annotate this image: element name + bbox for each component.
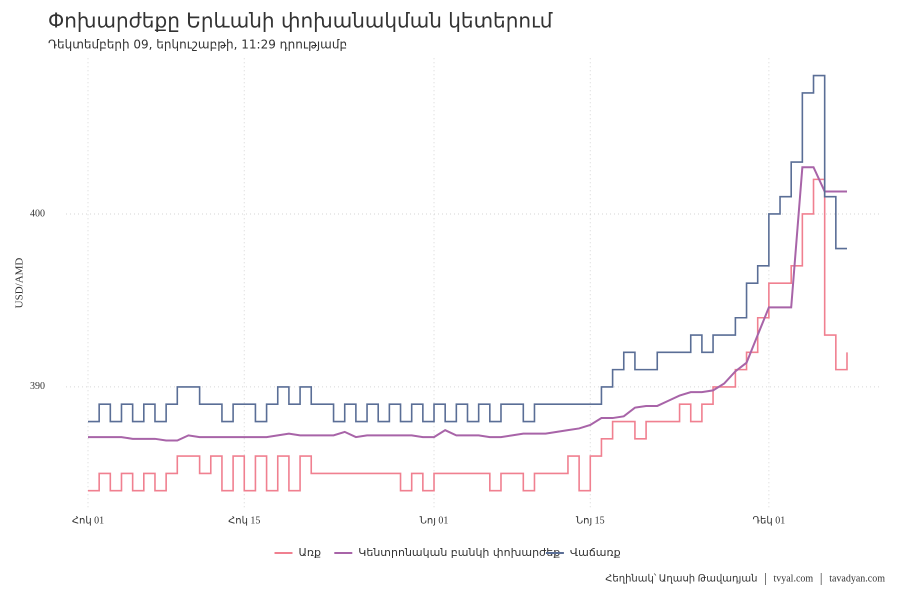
x-tick-label: Հոկ 01 — [72, 515, 104, 526]
x-tick-label: Նոյ 01 — [420, 515, 449, 526]
footer-text: Հեղինակ՝ Աղասի Թավադյան — [605, 573, 757, 584]
footer-text: tvyal.com — [773, 573, 813, 584]
x-tick-label: Նոյ 15 — [576, 515, 605, 526]
y-tick-label: 400 — [30, 208, 45, 219]
series-line — [88, 166, 847, 442]
series-line — [88, 74, 847, 423]
chart-subtitle: Դեկտեմբերի 09, երկուշաբթի, 11:29 դրությա… — [48, 38, 347, 52]
chart-title: Փոխարժեքը Երևանի փոխանակման կետերում — [48, 9, 553, 33]
legend-label: Վաճառք — [570, 546, 621, 559]
footer-text: tavadyan.com — [829, 573, 885, 584]
x-tick-label: Դեկ 01 — [753, 515, 786, 526]
legend-label: Առք — [299, 546, 322, 559]
series-line — [88, 178, 848, 492]
x-tick-label: Հոկ 15 — [228, 515, 260, 526]
legend-label: Կենտրոնական բանկի փոխարժեք — [358, 546, 560, 559]
y-tick-label: 390 — [30, 381, 45, 392]
y-axis-label: USD/AMD — [14, 258, 26, 309]
